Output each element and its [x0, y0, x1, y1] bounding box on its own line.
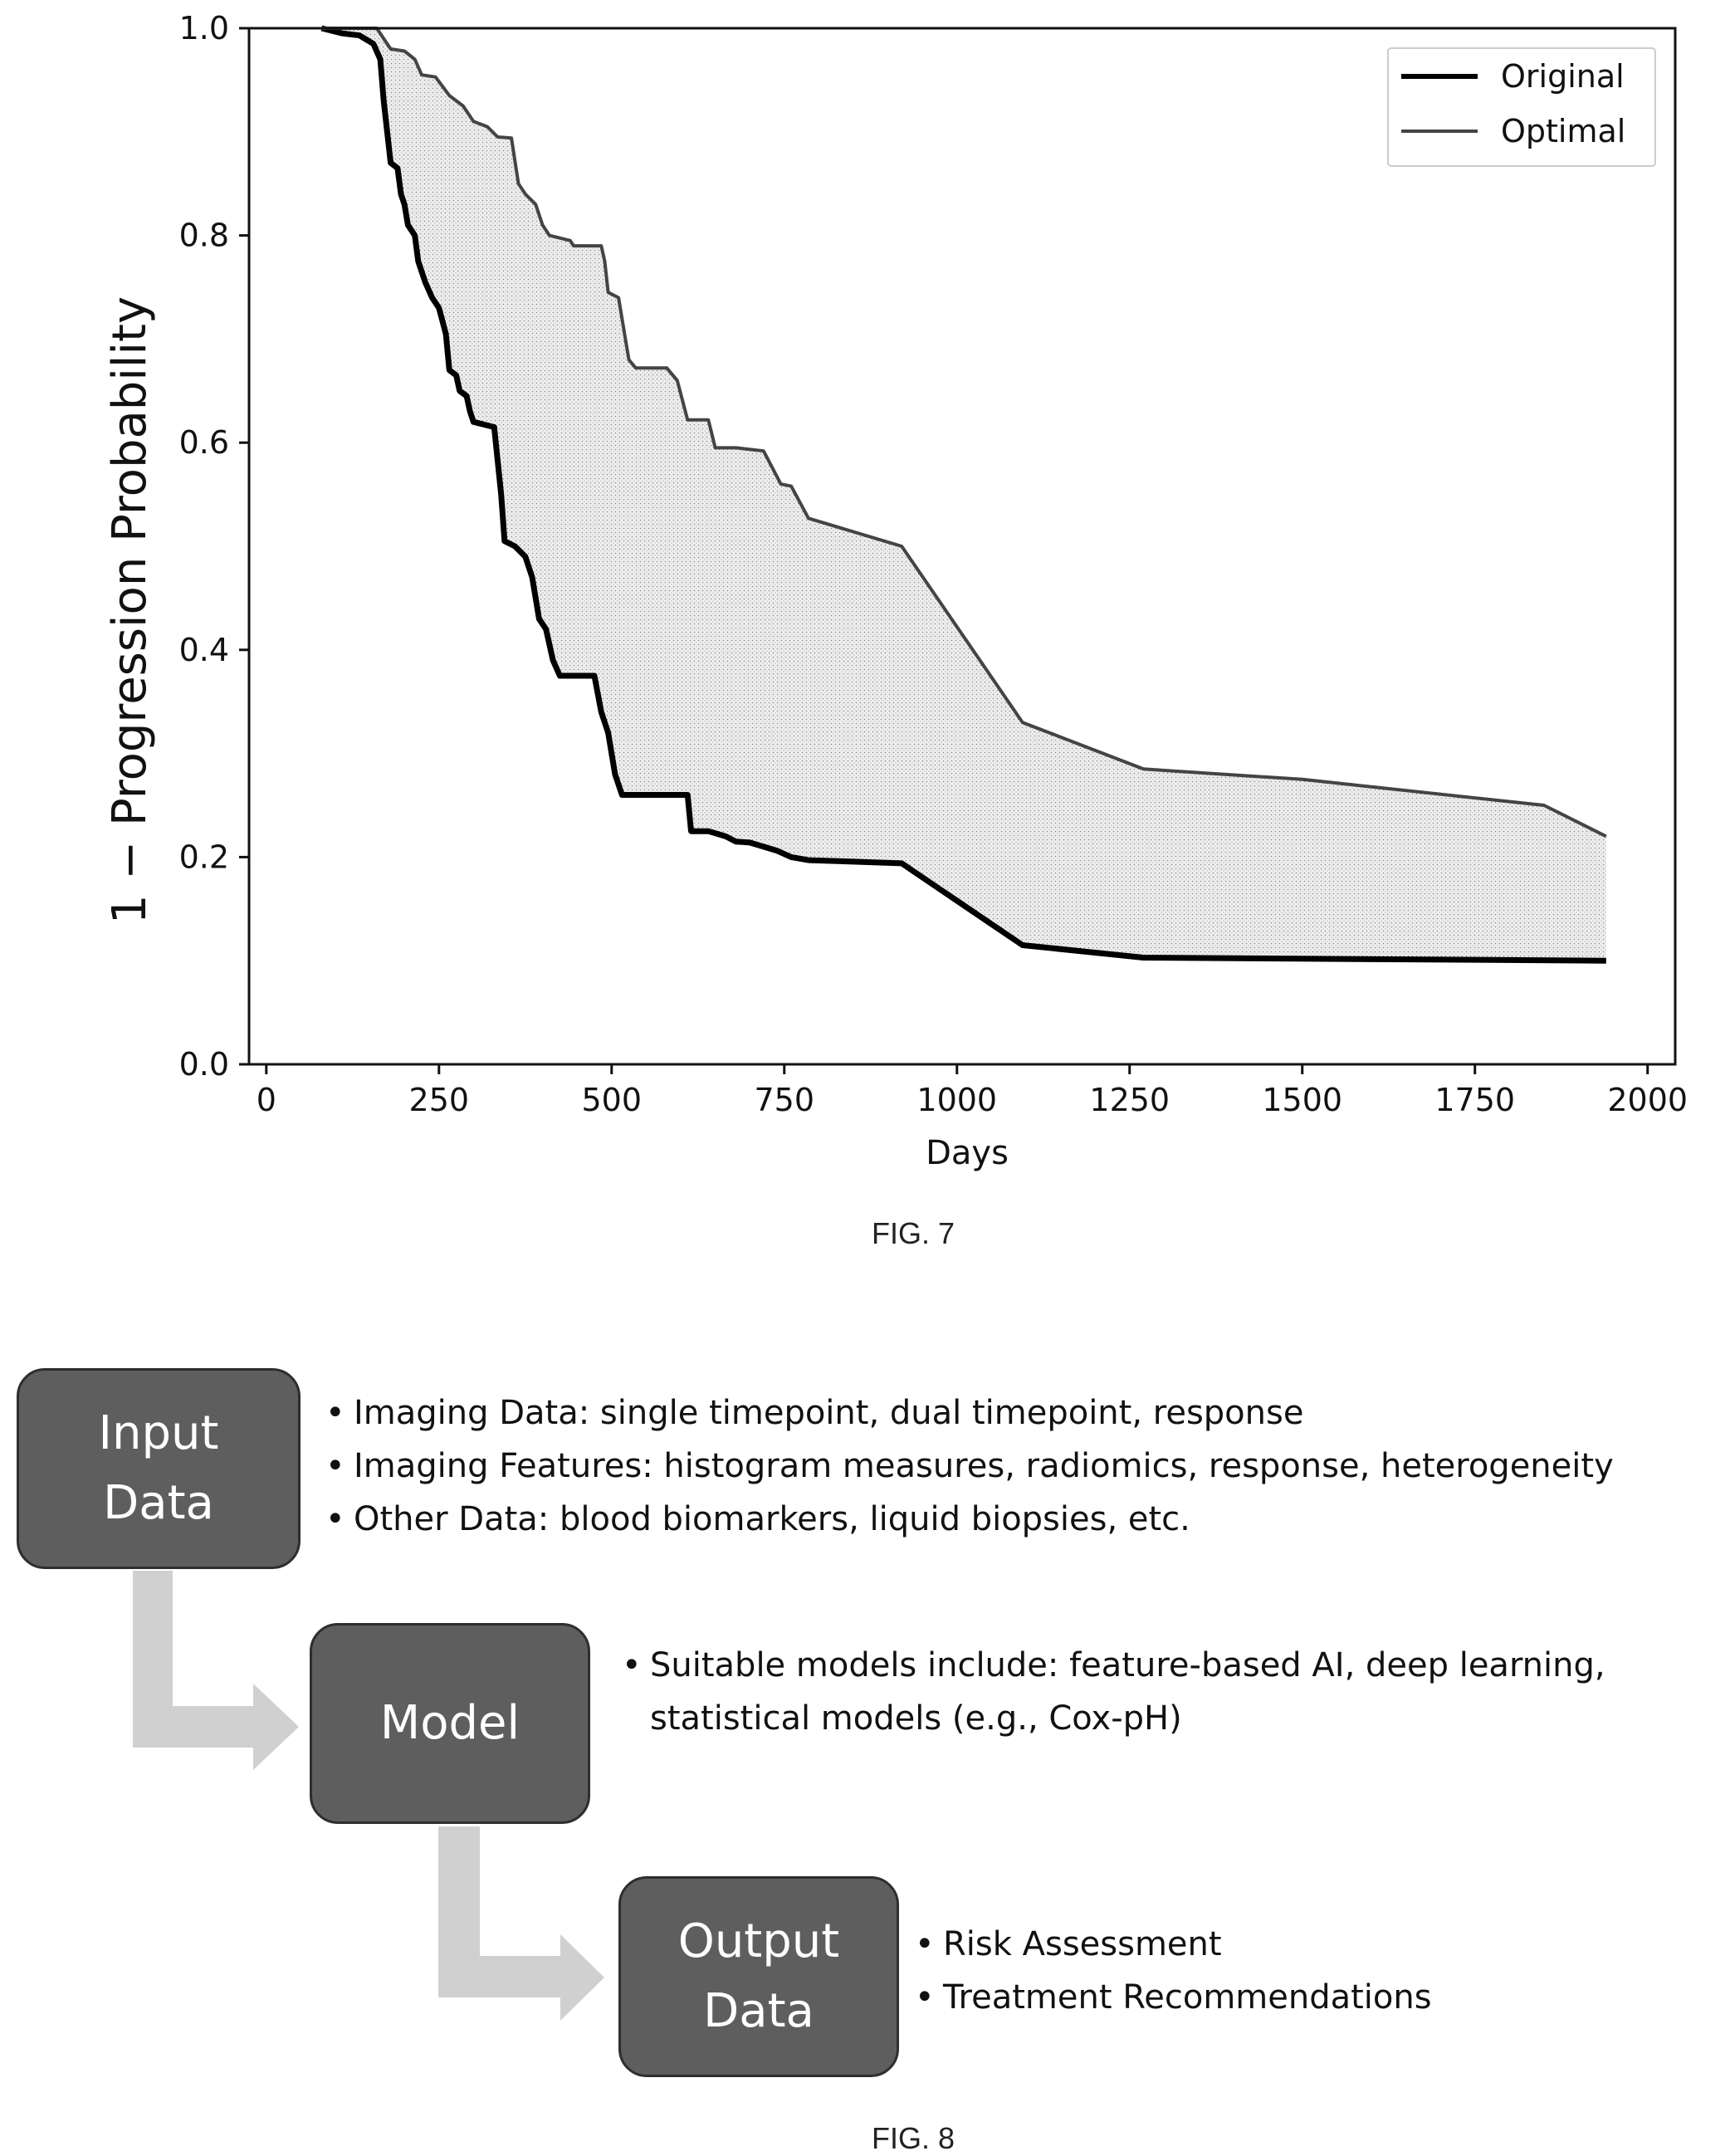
input-bullet: Imaging Data: single timepoint, dual tim… — [324, 1386, 1614, 1440]
input-bullet: Other Data: blood biomarkers, liquid bio… — [324, 1493, 1614, 1546]
legend-label-original: Original — [1501, 58, 1625, 95]
y-tick-label: 0.6 — [179, 424, 229, 461]
x-tick-label: 1250 — [1089, 1082, 1170, 1118]
y-tick-label: 1.0 — [179, 10, 229, 46]
model-bullets: Suitable models include: feature-based A… — [620, 1639, 1605, 1745]
output-bullets: Risk Assessment Treatment Recommendation… — [913, 1918, 1432, 2024]
input-bullets: Imaging Data: single timepoint, dual tim… — [324, 1386, 1614, 1546]
x-tick-label: 1750 — [1434, 1082, 1515, 1118]
legend-label-optimal: Optimal — [1501, 113, 1625, 149]
x-tick-label: 250 — [409, 1082, 470, 1118]
y-tick-label: 0.0 — [179, 1046, 229, 1083]
arrow-input-to-model — [133, 1571, 299, 1770]
x-tick-label: 1000 — [916, 1082, 997, 1118]
y-tick-label: 0.8 — [179, 218, 229, 254]
y-tick-label: 0.2 — [179, 838, 229, 875]
input-data-box: Input Data — [17, 1368, 301, 1569]
series-line-optimal — [321, 27, 1607, 838]
output-data-box: Output Data — [618, 1876, 899, 2077]
output-box-line-1: Output — [677, 1914, 840, 1968]
x-axis-label: Days — [926, 1134, 1009, 1172]
x-tick-label: 2000 — [1607, 1082, 1688, 1118]
model-box-line-1: Model — [379, 1696, 520, 1750]
fig8-caption: FIG. 8 — [871, 2121, 955, 2155]
x-tick-label: 750 — [755, 1082, 815, 1118]
fig7-caption: FIG. 7 — [871, 1216, 955, 1250]
input-bullet: Imaging Features: histogram measures, ra… — [324, 1440, 1614, 1493]
input-box-line-1: Input — [98, 1406, 219, 1460]
x-tick-label: 500 — [582, 1082, 643, 1118]
output-bullet: Risk Assessment — [913, 1918, 1432, 1971]
x-tick-label: 1500 — [1262, 1082, 1342, 1118]
y-tick-label: 0.4 — [179, 632, 229, 668]
output-bullet: Treatment Recommendations — [913, 1971, 1432, 2024]
output-box-line-2: Data — [703, 1984, 814, 2038]
fig7-chart: 0 250 500 750 1000 1250 1500 1750 2000 0.0 0.2 0.4 0… — [103, 10, 1688, 1172]
input-box-line-2: Data — [103, 1476, 214, 1530]
legend: Original Optimal — [1387, 47, 1656, 167]
model-bullet: Suitable models include: feature-based A… — [620, 1639, 1605, 1692]
model-bullet-continuation: statistical models (e.g., Cox-pH) — [650, 1699, 1182, 1738]
series-line-original — [320, 25, 1606, 964]
model-box: Model — [310, 1623, 590, 1824]
plot-frame — [247, 27, 1677, 1066]
x-tick-label: 0 — [257, 1082, 276, 1118]
shaded-region — [321, 28, 1606, 961]
y-axis-label: 1 − Progression Probability — [103, 296, 157, 924]
arrow-model-to-output — [438, 1826, 604, 2021]
